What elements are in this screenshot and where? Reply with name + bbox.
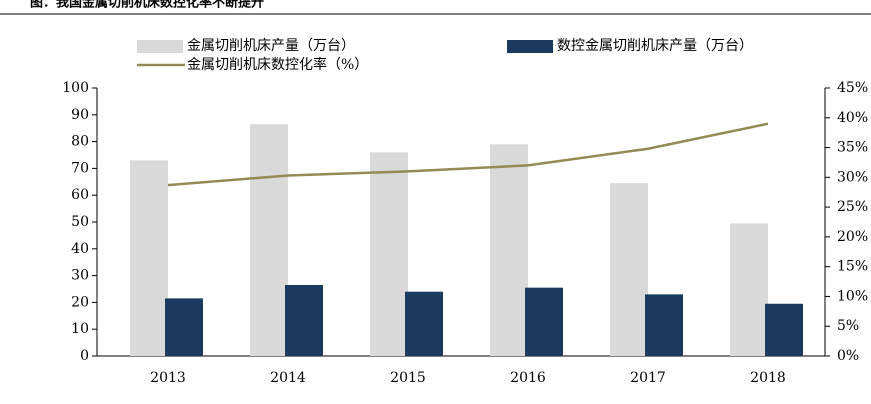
bar bbox=[250, 124, 288, 357]
bar bbox=[730, 223, 768, 356]
line bbox=[167, 122, 769, 187]
y2-tick-label: 40% bbox=[837, 110, 868, 126]
legend-label: 金属切削机床产量（万台） bbox=[187, 38, 355, 54]
y-tick-label: 80 bbox=[71, 134, 89, 150]
x-tick-label: 2014 bbox=[270, 370, 306, 386]
y-tick-label: 30 bbox=[71, 268, 89, 284]
y-tick-label: 0 bbox=[80, 348, 89, 364]
y2-tick-label: 30% bbox=[837, 169, 868, 185]
x-tick-label: 2015 bbox=[390, 370, 426, 386]
y-tick-label: 10 bbox=[71, 321, 89, 337]
bar bbox=[645, 294, 683, 356]
y-tick-label: 50 bbox=[71, 214, 89, 230]
bar bbox=[610, 183, 648, 356]
bar bbox=[490, 144, 528, 356]
bar bbox=[765, 303, 803, 356]
bar bbox=[165, 298, 203, 356]
x-tick-label: 2017 bbox=[630, 370, 666, 386]
y2-tick-label: 10% bbox=[837, 288, 868, 304]
y2-tick-label: 25% bbox=[837, 199, 868, 215]
legend-label: 金属切削机床数控化率（%） bbox=[187, 56, 368, 73]
y-tick-label: 20 bbox=[71, 294, 89, 310]
y-tick-label: 100 bbox=[62, 80, 89, 96]
y-tick-label: 90 bbox=[71, 107, 89, 123]
x-tick-label: 2018 bbox=[750, 370, 786, 386]
y-tick-label: 70 bbox=[71, 160, 89, 176]
legend-swatch bbox=[507, 40, 553, 53]
y2-tick-label: 35% bbox=[837, 140, 868, 156]
y2-tick-label: 0% bbox=[837, 348, 859, 364]
bar bbox=[370, 152, 408, 356]
legend-label: 数控金属切削机床产量（万台） bbox=[557, 38, 753, 54]
bar bbox=[525, 287, 563, 356]
bar bbox=[405, 291, 443, 356]
legend-swatch bbox=[137, 40, 183, 53]
bar bbox=[130, 160, 168, 356]
y2-tick-label: 20% bbox=[837, 229, 868, 245]
x-tick-label: 2016 bbox=[510, 370, 546, 386]
y-tick-label: 60 bbox=[71, 187, 89, 203]
chart-title: 图：我国金属切削机床数控化率不断提升 bbox=[30, 0, 264, 11]
y-tick-label: 40 bbox=[71, 241, 89, 257]
y2-tick-label: 45% bbox=[837, 80, 868, 96]
x-tick-label: 2013 bbox=[150, 370, 186, 386]
y2-tick-label: 5% bbox=[837, 318, 859, 334]
y2-tick-label: 15% bbox=[837, 259, 868, 275]
bar bbox=[285, 284, 323, 356]
